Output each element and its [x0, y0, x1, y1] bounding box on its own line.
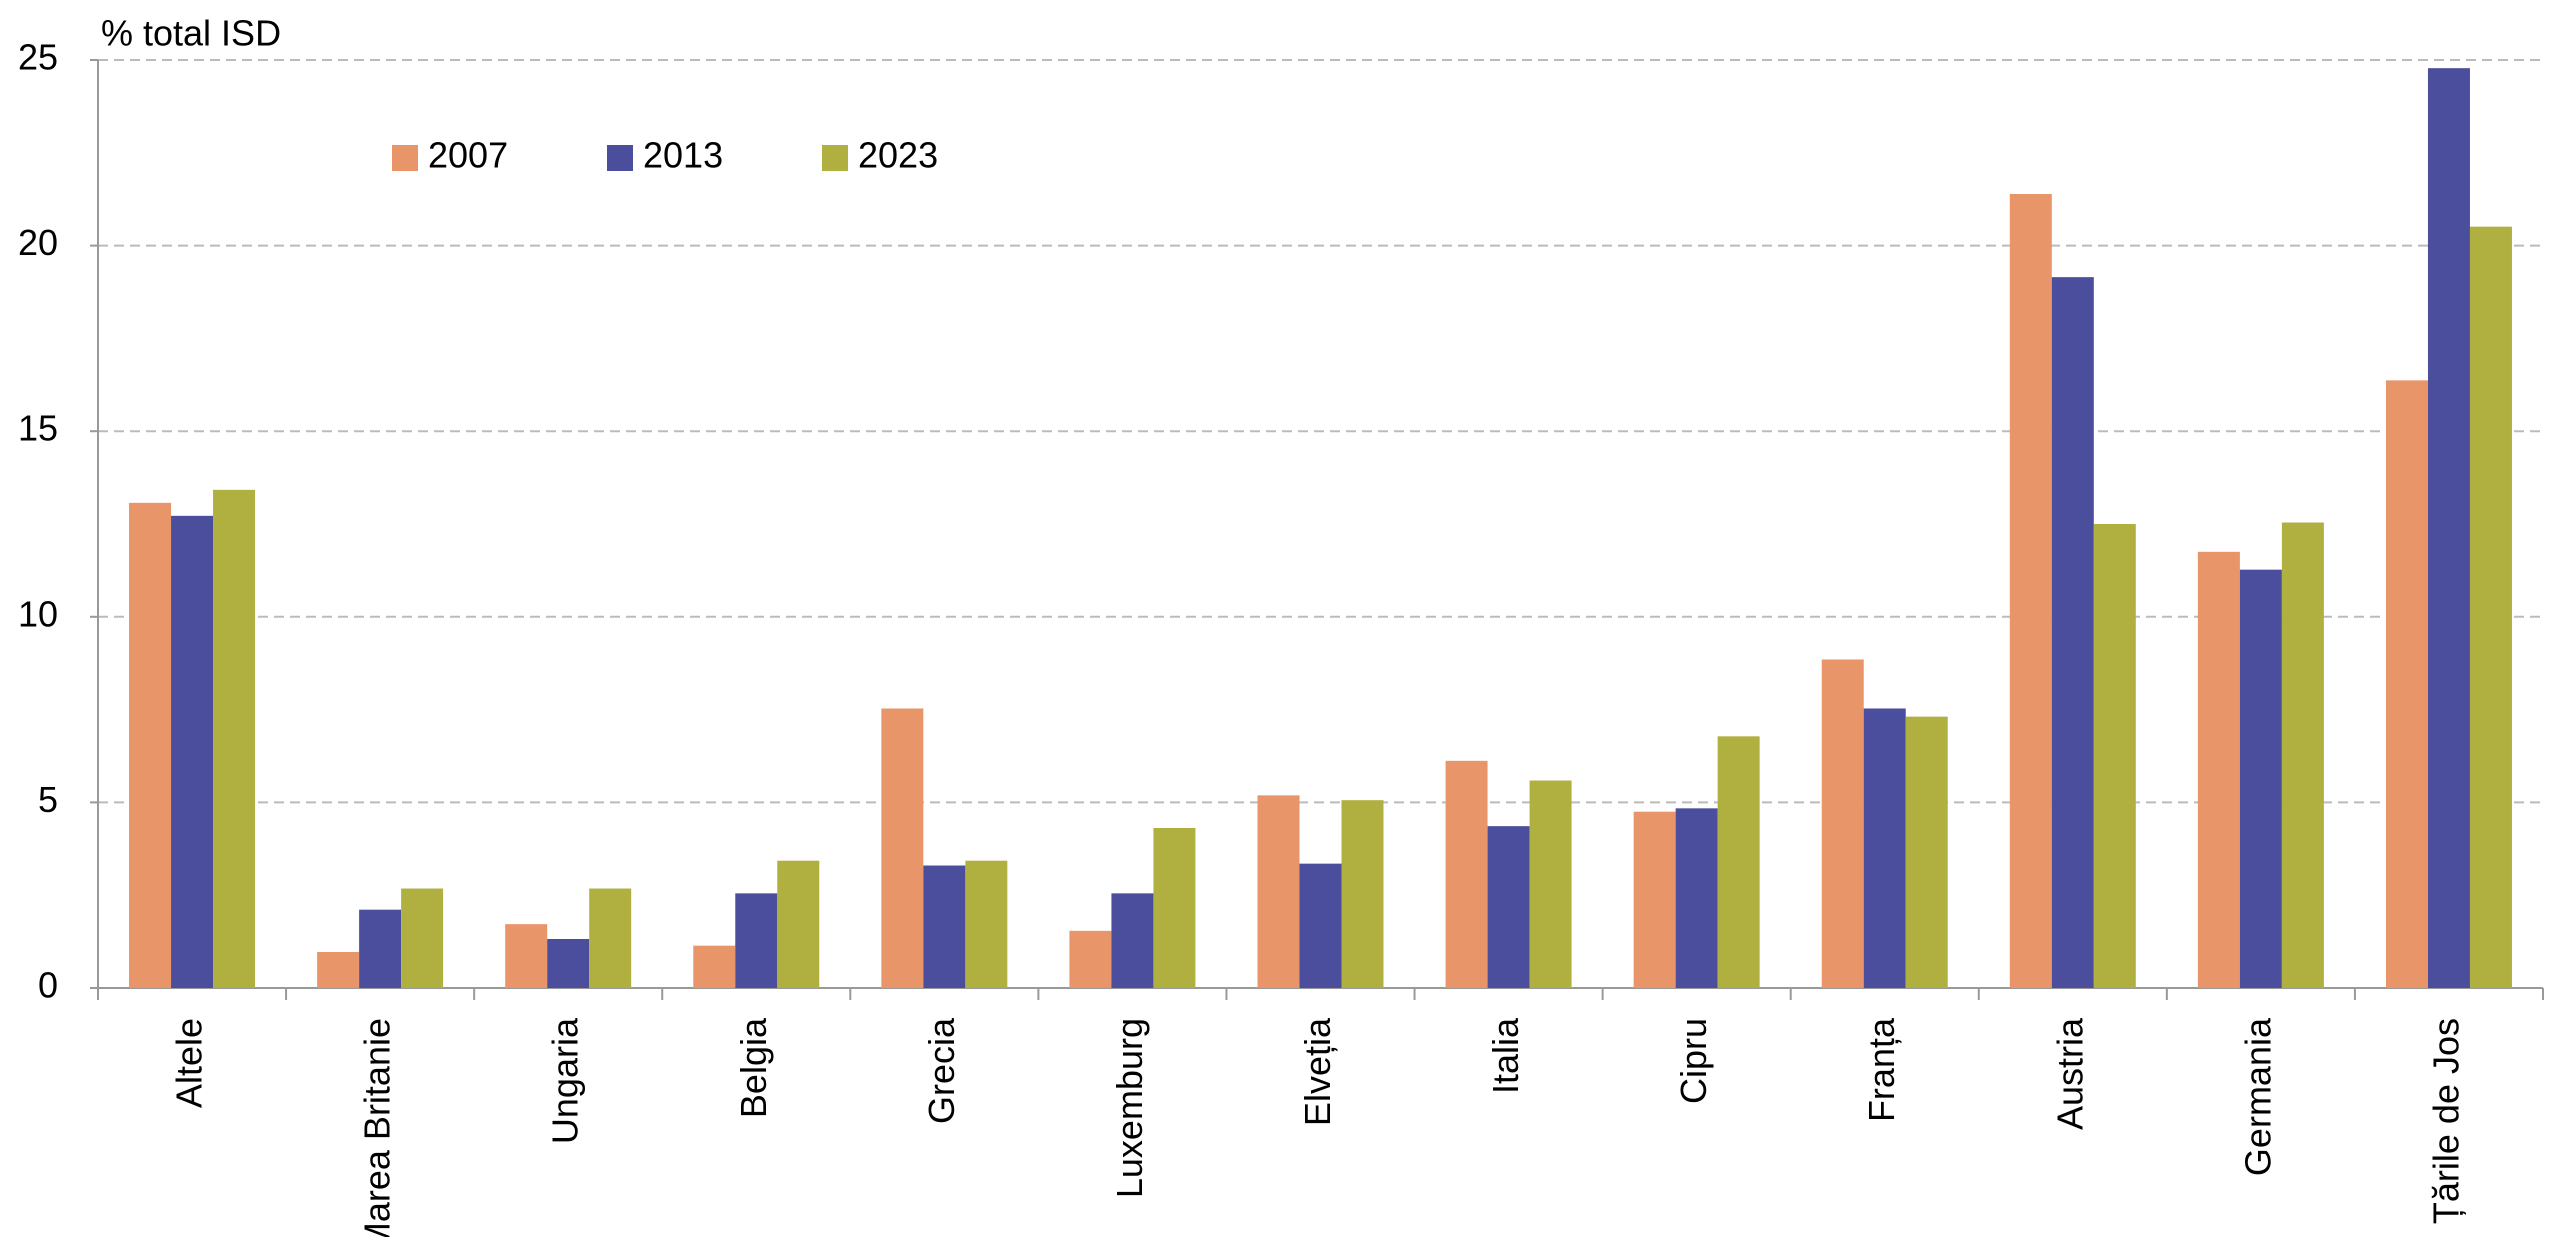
- bar: [1341, 800, 1384, 988]
- bar: [547, 939, 590, 988]
- x-tick-label: Austria: [2049, 1017, 2090, 1130]
- x-tick-label: Grecia: [921, 1017, 962, 1124]
- x-tick-label: Marea Britanie: [357, 1018, 398, 1237]
- bar: [1863, 708, 1906, 988]
- legend-label: 2023: [858, 135, 938, 176]
- legend-label: 2013: [643, 135, 723, 176]
- bar: [1299, 863, 1342, 988]
- x-tick-label: Germania: [2237, 1017, 2278, 1176]
- bar: [213, 489, 256, 988]
- x-tick-label: Cipru: [1673, 1018, 1714, 1104]
- x-tick-label: Franța: [1861, 1017, 1902, 1122]
- bar: [1905, 716, 1948, 988]
- bar: [171, 515, 214, 988]
- x-tick-label: Luxemburg: [1109, 1018, 1150, 1198]
- bar: [2197, 551, 2240, 988]
- bar: [1257, 795, 1300, 988]
- x-tick-label: Ungaria: [545, 1017, 586, 1144]
- bar: [317, 951, 360, 988]
- bar: [2281, 522, 2324, 988]
- bar: [1717, 736, 1760, 988]
- bar: [1069, 930, 1112, 988]
- bar: [129, 502, 172, 988]
- bar: [2385, 380, 2428, 989]
- y-tick-label: 0: [38, 965, 58, 1006]
- bar: [1445, 760, 1488, 988]
- x-tick-label: Elveția: [1297, 1017, 1338, 1126]
- bar: [2051, 277, 2094, 989]
- bar: [735, 893, 778, 988]
- legend-swatch: [607, 145, 633, 171]
- bar: [2009, 194, 2052, 989]
- bar: [1111, 893, 1154, 988]
- bar: [2427, 68, 2470, 989]
- y-tick-label: 25: [18, 37, 58, 78]
- bar: [2469, 226, 2512, 988]
- bar: [923, 865, 966, 988]
- x-tick-label: Italia: [1485, 1017, 1526, 1094]
- x-tick-label: Belgia: [733, 1017, 774, 1118]
- legend-swatch: [392, 145, 418, 171]
- legend-swatch: [822, 145, 848, 171]
- x-tick-label: Țările de Jos: [2425, 1018, 2466, 1224]
- x-tick-label: Altele: [169, 1018, 210, 1108]
- bar: [1487, 826, 1530, 988]
- bar: [2093, 524, 2136, 988]
- bar: [505, 924, 548, 988]
- bar: [2239, 569, 2282, 988]
- bar: [1675, 808, 1718, 988]
- y-tick-label: 10: [18, 593, 58, 634]
- y-tick-label: 15: [18, 408, 58, 449]
- bar: [1633, 811, 1676, 988]
- y-tick-label: 20: [18, 222, 58, 263]
- bar: [881, 708, 924, 988]
- bar: [589, 888, 632, 988]
- bar: [1821, 659, 1864, 988]
- bar: [1153, 828, 1196, 988]
- legend-label: 2007: [428, 135, 508, 176]
- bar: [359, 909, 402, 988]
- bar: [401, 888, 444, 988]
- bar: [693, 945, 736, 988]
- bar: [777, 860, 820, 988]
- y-tick-label: 5: [38, 779, 58, 820]
- bar: [965, 860, 1008, 988]
- bar: [1529, 780, 1572, 988]
- y-axis-label: % total ISD: [101, 13, 281, 54]
